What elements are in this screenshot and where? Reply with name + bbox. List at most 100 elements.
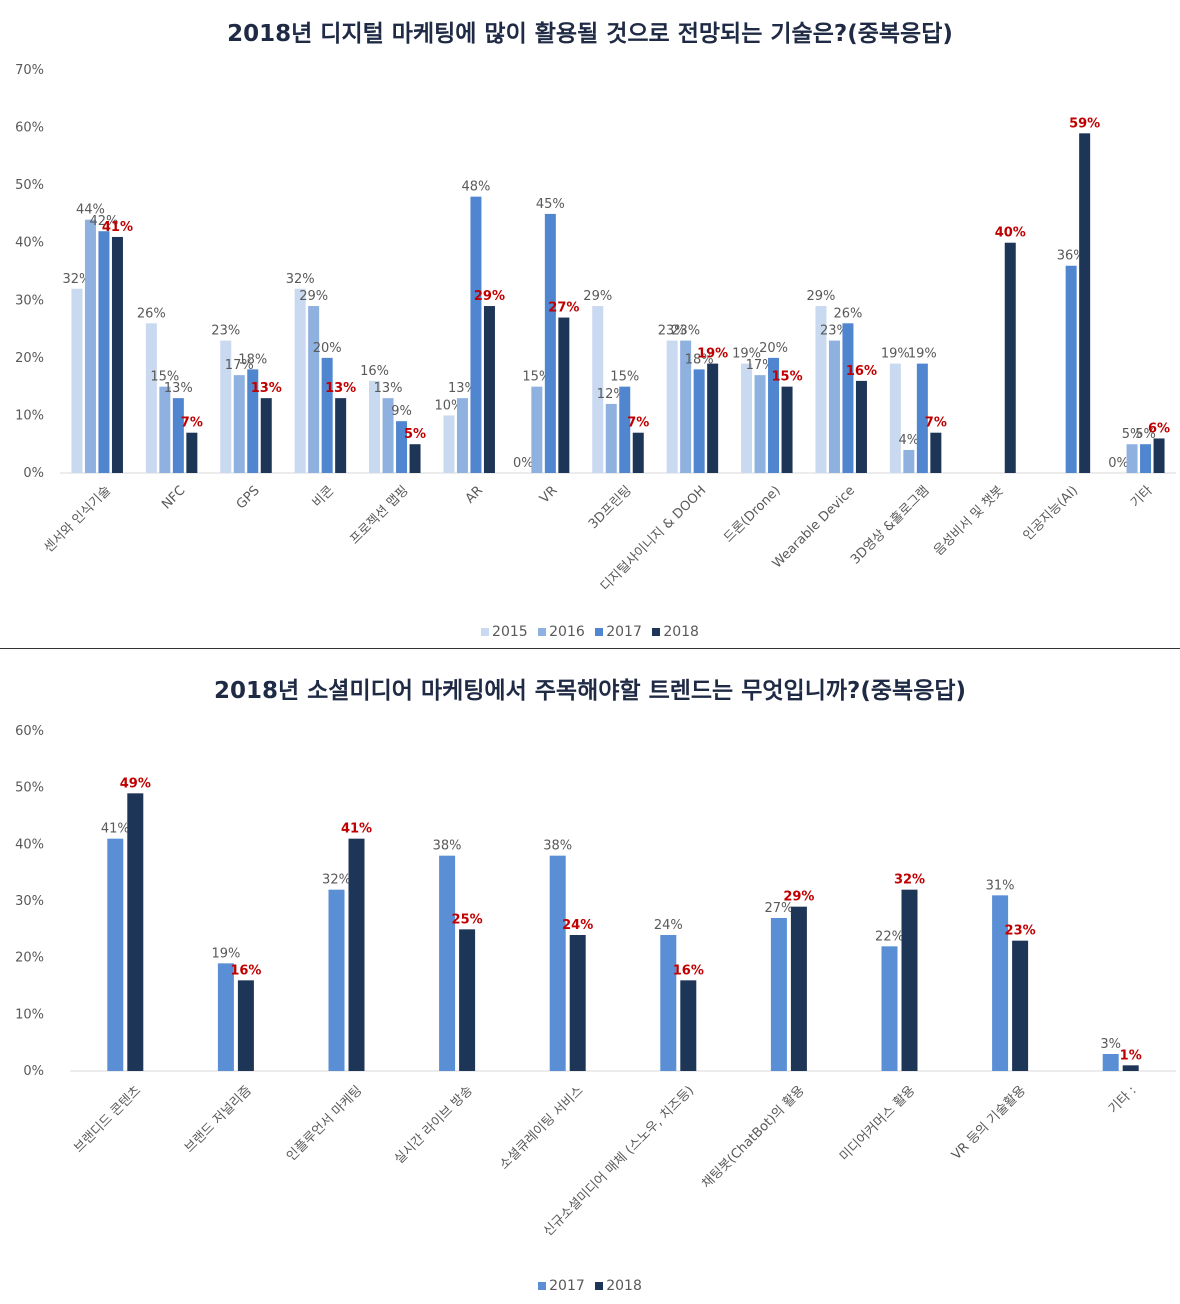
bar <box>992 895 1009 1071</box>
section-divider <box>0 648 1180 649</box>
data-label: 40% <box>995 226 1026 241</box>
y-tick-label: 40% <box>15 236 44 251</box>
data-label: 36% <box>1057 249 1086 264</box>
y-tick-label: 20% <box>15 351 44 366</box>
bar <box>531 386 543 473</box>
data-label: 10% <box>434 398 463 413</box>
data-label: 0% <box>1108 456 1129 471</box>
data-label: 5% <box>404 427 426 442</box>
bar <box>619 386 631 473</box>
data-label: 19% <box>732 347 761 362</box>
data-label: 15% <box>610 370 639 385</box>
legend-label: 2018 <box>606 1278 642 1294</box>
bar <box>456 398 468 473</box>
bar <box>768 357 780 473</box>
bar <box>632 432 644 473</box>
data-label: 0% <box>513 456 534 471</box>
y-tick-label: 60% <box>15 724 44 739</box>
bar <box>707 363 719 473</box>
x-tick-label: VR <box>537 483 560 506</box>
data-label: 4% <box>899 433 920 448</box>
chart-legend: 2017 2018 <box>0 1278 1180 1294</box>
bar <box>260 398 272 473</box>
data-label: 12% <box>597 387 626 402</box>
x-tick-label: 인플루언서 마케팅 <box>284 1083 365 1164</box>
legend-swatch <box>481 628 490 636</box>
legend-label: 2016 <box>549 624 585 640</box>
data-label: 16% <box>846 364 877 379</box>
social-trend-chart: 2018년 소셜미디어 마케팅에서 주목해야할 트렌드는 무엇입니까?(중복응답… <box>0 649 1180 1304</box>
bar <box>294 288 306 473</box>
data-label: 19% <box>881 347 910 362</box>
y-tick-label: 30% <box>15 293 44 308</box>
bar <box>233 375 245 473</box>
data-label: 24% <box>562 918 593 933</box>
x-tick-label: GPS <box>234 483 263 512</box>
bar <box>592 306 604 473</box>
data-label: 18% <box>685 352 714 367</box>
data-label: 23% <box>211 324 240 339</box>
x-tick-label: 브랜드 저널리즘 <box>182 1083 255 1156</box>
legend-item: 2018 <box>652 624 699 640</box>
data-label: 9% <box>391 404 412 419</box>
data-label: 15% <box>522 370 551 385</box>
bar <box>172 398 184 473</box>
bar <box>605 403 617 473</box>
bar <box>71 288 83 473</box>
y-tick-label: 0% <box>23 466 44 481</box>
bar <box>754 375 766 473</box>
y-tick-label: 10% <box>15 1007 44 1022</box>
legend-label: 2017 <box>606 624 642 640</box>
bar <box>693 369 705 473</box>
bar <box>111 236 123 473</box>
bar <box>815 306 827 473</box>
bar <box>881 946 898 1071</box>
legend-item: 2017 <box>595 624 642 640</box>
bar <box>781 386 793 473</box>
data-label: 26% <box>137 306 166 321</box>
bar <box>348 838 365 1071</box>
data-label: 32% <box>322 873 351 888</box>
x-tick-label: 센서와 인식기술 <box>41 483 114 556</box>
bar <box>127 793 144 1071</box>
bar <box>328 889 345 1071</box>
bar <box>443 415 455 473</box>
y-tick-label: 50% <box>15 178 44 193</box>
bar <box>459 929 476 1071</box>
data-label: 38% <box>433 839 462 854</box>
data-label: 29% <box>783 890 814 905</box>
bar <box>159 386 171 473</box>
bar <box>98 231 110 473</box>
y-tick-label: 50% <box>15 781 44 796</box>
chart-title: 2018년 소셜미디어 마케팅에서 주목해야할 트렌드는 무엇입니까?(중복응답… <box>213 678 967 704</box>
y-tick-label: 30% <box>15 894 44 909</box>
data-label: 31% <box>986 878 1015 893</box>
data-label: 44% <box>76 203 105 218</box>
x-tick-label: 채팅봇(ChatBot)의 활용 <box>699 1083 807 1191</box>
legend-swatch <box>595 1282 604 1290</box>
data-label: 42% <box>89 214 118 229</box>
y-tick-label: 40% <box>15 837 44 852</box>
data-label: 13% <box>374 381 403 396</box>
data-label: 20% <box>313 341 342 356</box>
legend-swatch <box>538 1282 547 1290</box>
bar <box>666 340 678 473</box>
legend-swatch <box>652 628 661 636</box>
data-label: 13% <box>448 381 477 396</box>
legend-item: 2018 <box>595 1278 642 1294</box>
bar <box>680 980 697 1071</box>
bar <box>396 421 408 473</box>
bar <box>889 363 901 473</box>
data-label: 17% <box>225 358 254 373</box>
x-tick-label: 실시간 라이브 방송 <box>392 1083 476 1167</box>
bar <box>916 363 928 473</box>
bar <box>1140 444 1152 473</box>
legend-swatch <box>595 628 604 636</box>
data-label: 49% <box>120 776 151 791</box>
bar <box>901 889 918 1071</box>
bar <box>569 935 586 1071</box>
data-label: 15% <box>771 370 802 385</box>
data-label: 5% <box>1122 427 1143 442</box>
x-tick-label: 기타 : <box>1106 1083 1140 1117</box>
y-tick-label: 10% <box>15 408 44 423</box>
